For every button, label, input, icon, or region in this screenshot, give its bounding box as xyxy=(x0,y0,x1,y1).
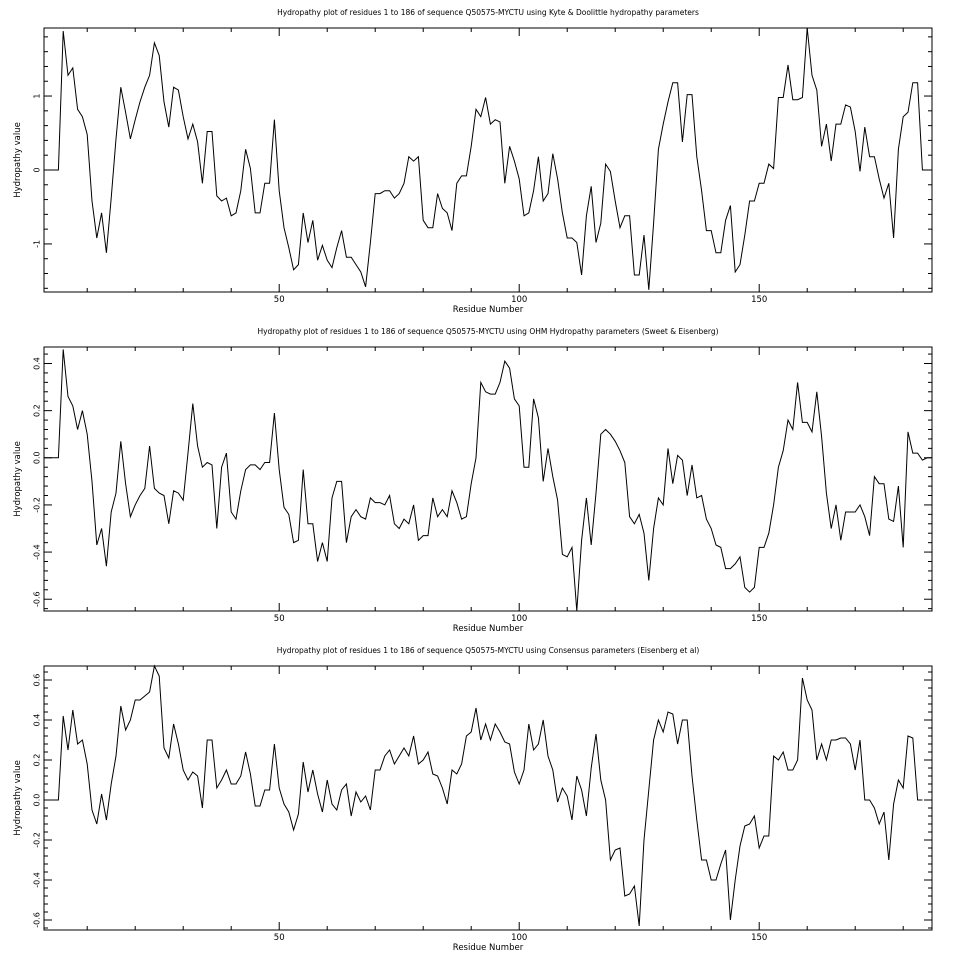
y-tick-label: 0.6 xyxy=(32,674,41,687)
chart-title: Hydropathy plot of residues 1 to 186 of … xyxy=(277,646,700,655)
x-tick-label: 100 xyxy=(511,614,527,624)
chart-title: Hydropathy plot of residues 1 to 186 of … xyxy=(277,8,699,17)
y-axis-label: Hydropathy value xyxy=(13,441,23,517)
y-tick-label: -0.2 xyxy=(32,497,41,513)
series-line xyxy=(44,349,932,612)
y-tick-label: -0.2 xyxy=(32,832,41,848)
plot-frame xyxy=(43,346,933,612)
plot-frame xyxy=(43,665,933,931)
x-axis-label: Residue Number xyxy=(453,624,524,634)
y-tick-label: 0.4 xyxy=(32,714,41,727)
series-line xyxy=(44,664,923,927)
panel-ohm: Hydropathy plot of residues 1 to 186 of … xyxy=(13,327,933,634)
y-tick-label: 0.0 xyxy=(32,794,41,807)
y-tick-label: -0.6 xyxy=(32,912,41,928)
x-axis-label: Residue Number xyxy=(453,305,524,315)
y-axis-label: Hydropathy value xyxy=(13,760,23,836)
panel-kyte-doolittle: Hydropathy plot of residues 1 to 186 of … xyxy=(13,8,933,315)
y-tick-label: -0.6 xyxy=(32,591,41,607)
x-axis-label: Residue Number xyxy=(453,943,524,953)
y-tick-label: 0.2 xyxy=(32,404,41,417)
y-tick-label: -0.4 xyxy=(32,544,41,560)
y-tick-label: 0.0 xyxy=(32,451,41,464)
x-tick-label: 50 xyxy=(274,295,285,305)
y-tick-label: 0 xyxy=(32,167,41,172)
x-tick-label: 150 xyxy=(751,933,767,943)
y-tick-label: -1 xyxy=(32,240,41,248)
y-tick-label: 0.4 xyxy=(32,357,41,370)
x-tick-label: 50 xyxy=(274,614,285,624)
y-tick-label: 1 xyxy=(32,93,41,98)
x-tick-label: 50 xyxy=(274,933,285,943)
series-line xyxy=(44,27,928,290)
x-tick-label: 100 xyxy=(511,933,527,943)
y-axis-label: Hydropathy value xyxy=(13,122,23,198)
y-tick-label: 0.2 xyxy=(32,754,41,767)
x-tick-label: 150 xyxy=(751,614,767,624)
y-tick-label: -0.4 xyxy=(32,872,41,888)
plot-frame xyxy=(43,27,933,293)
chart-title: Hydropathy plot of residues 1 to 186 of … xyxy=(257,327,718,336)
x-tick-label: 100 xyxy=(511,295,527,305)
panel-consensus: Hydropathy plot of residues 1 to 186 of … xyxy=(13,646,933,953)
x-tick-label: 150 xyxy=(751,295,767,305)
